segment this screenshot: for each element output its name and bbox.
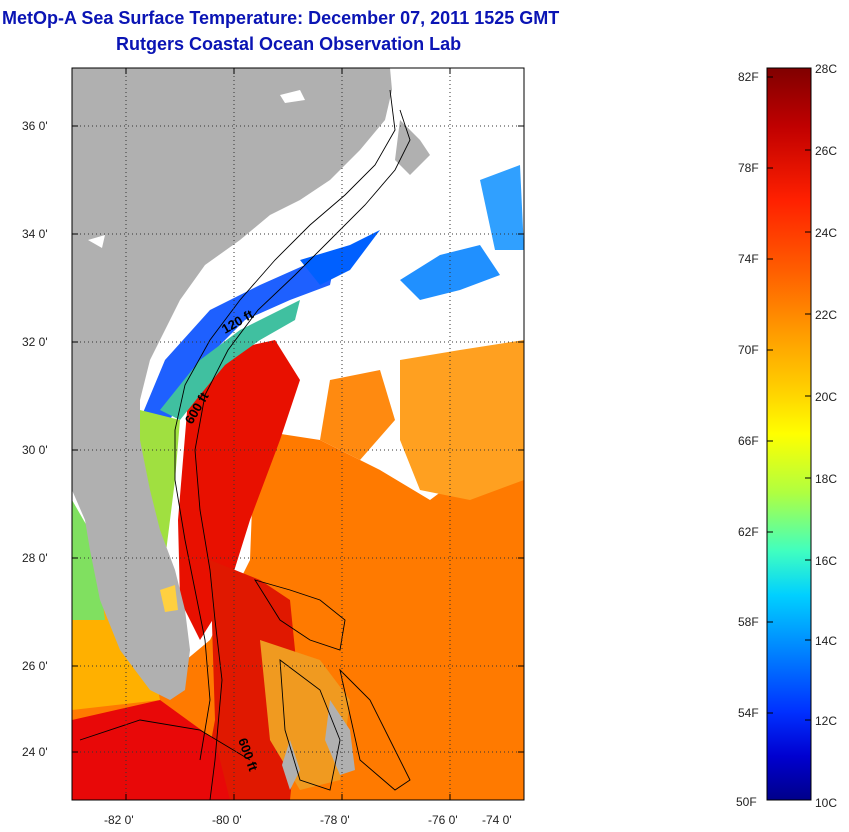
colorbar-f-label: 78F — [738, 161, 759, 175]
colorbar-c-label: 22C — [815, 308, 837, 322]
lat-label-36: 36 0' — [22, 119, 48, 133]
colorbar-f-label: 74F — [738, 252, 759, 266]
colorbar-f-label: 66F — [738, 434, 759, 448]
colorbar — [766, 67, 812, 801]
colorbar-c-label: 16C — [815, 554, 837, 568]
colorbar-f-label: 62F — [738, 525, 759, 539]
land-mass — [72, 68, 430, 790]
map-subtitle: Rutgers Coastal Ocean Observation Lab — [116, 34, 462, 54]
colorbar-f-label: 58F — [738, 615, 759, 629]
map-title: MetOp-A Sea Surface Temperature: Decembe… — [2, 8, 560, 28]
lake — [88, 235, 105, 248]
lat-label-34: 34 0' — [22, 227, 48, 241]
bathymetry-contours — [79, 89, 411, 800]
grid-lines — [72, 68, 524, 800]
colorbar-f-label: 54F — [738, 706, 759, 720]
colorbar-f-label: 50F — [736, 795, 757, 809]
colorbar-c-label: 20C — [815, 390, 837, 404]
lat-label-30: 30 0' — [22, 443, 48, 457]
colorbar-f-label: 70F — [738, 343, 759, 357]
colorbar-c-label: 14C — [815, 634, 837, 648]
colorbar-f-label: 82F — [738, 70, 759, 84]
lake — [160, 585, 178, 612]
lat-label-32: 32 0' — [22, 335, 48, 349]
lon-label-74: -74 0' — [482, 813, 512, 827]
lat-label-28: 28 0' — [22, 551, 48, 565]
lon-label-78: -78 0' — [320, 813, 350, 827]
colorbar-ticks — [767, 67, 811, 801]
lon-label-80: -80 0' — [212, 813, 242, 827]
axis-ticks — [72, 68, 524, 800]
lon-label-82: -82 0' — [104, 813, 134, 827]
plot-frame — [71, 67, 525, 801]
lon-label-76: -76 0' — [428, 813, 458, 827]
colorbar-c-label: 10C — [815, 796, 837, 810]
colorbar-c-label: 12C — [815, 714, 837, 728]
lat-label-26: 26 0' — [22, 659, 48, 673]
colorbar-c-label: 28C — [815, 62, 837, 76]
lake — [280, 90, 305, 103]
lat-label-24: 24 0' — [22, 745, 48, 759]
colorbar-c-label: 18C — [815, 472, 837, 486]
colorbar-c-label: 24C — [815, 226, 837, 240]
colorbar-c-label: 26C — [815, 144, 837, 158]
